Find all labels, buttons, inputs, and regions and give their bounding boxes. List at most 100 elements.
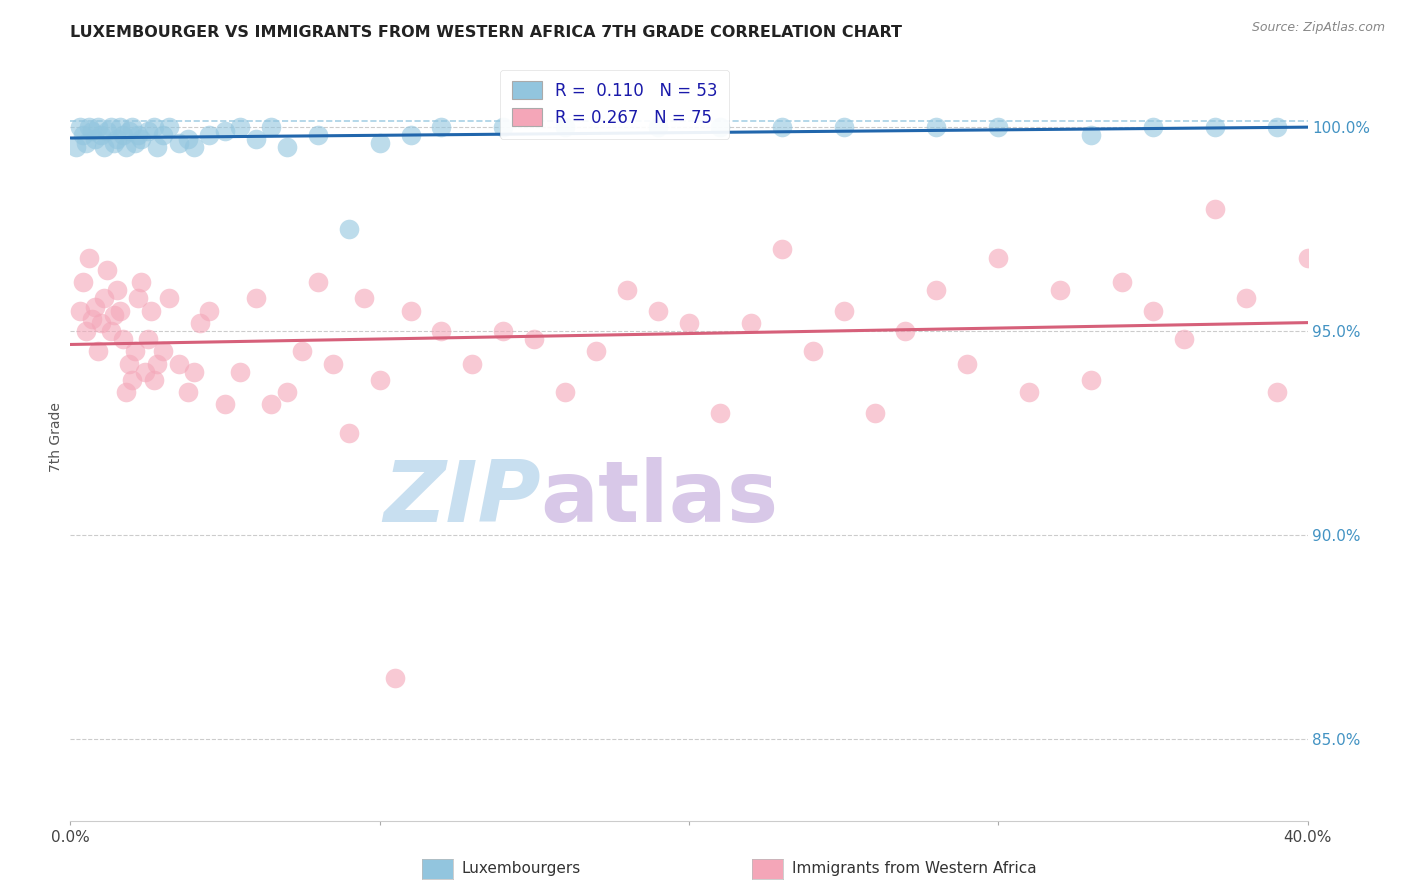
Point <box>124 344 146 359</box>
Point <box>925 120 948 134</box>
Point <box>1204 202 1226 216</box>
Point <box>152 344 174 359</box>
Point <box>616 283 638 297</box>
Point <box>84 132 107 146</box>
Point <box>260 120 283 134</box>
Point <box>801 344 824 359</box>
Point <box>75 324 97 338</box>
Point <box>96 262 118 277</box>
Point <box>90 316 112 330</box>
Point <box>127 291 149 305</box>
Point <box>115 385 138 400</box>
Point <box>678 316 700 330</box>
Point <box>87 344 110 359</box>
Point <box>146 357 169 371</box>
Point <box>399 128 422 142</box>
Point <box>103 308 125 322</box>
Point <box>337 222 360 236</box>
Point <box>80 124 103 138</box>
Point <box>276 385 298 400</box>
Point <box>72 128 94 142</box>
Point <box>523 332 546 346</box>
Point <box>956 357 979 371</box>
Point <box>1234 291 1257 305</box>
Point <box>384 671 406 685</box>
Point <box>585 344 607 359</box>
Point <box>925 283 948 297</box>
Point <box>399 303 422 318</box>
Point <box>832 303 855 318</box>
Point <box>69 303 91 318</box>
Point <box>152 128 174 142</box>
Point <box>177 385 200 400</box>
Point <box>100 120 122 134</box>
Point <box>770 120 793 134</box>
Point <box>709 120 731 134</box>
Point <box>84 300 107 314</box>
Point <box>93 291 115 305</box>
Point <box>1296 251 1319 265</box>
Point <box>157 120 180 134</box>
Point <box>307 275 329 289</box>
Point <box>214 397 236 411</box>
Point <box>72 275 94 289</box>
Point <box>136 332 159 346</box>
Point <box>894 324 917 338</box>
Point <box>77 120 100 134</box>
Point <box>461 357 484 371</box>
Point <box>1080 128 1102 142</box>
Point <box>1049 283 1071 297</box>
Text: LUXEMBOURGER VS IMMIGRANTS FROM WESTERN AFRICA 7TH GRADE CORRELATION CHART: LUXEMBOURGER VS IMMIGRANTS FROM WESTERN … <box>70 25 903 40</box>
Point <box>87 120 110 134</box>
Point <box>121 373 143 387</box>
Point <box>131 132 153 146</box>
Point <box>245 291 267 305</box>
Text: ZIP: ZIP <box>382 457 540 540</box>
Point <box>229 120 252 134</box>
Point <box>139 303 162 318</box>
Point <box>245 132 267 146</box>
Point <box>368 373 391 387</box>
Point <box>1265 120 1288 134</box>
Point <box>75 136 97 151</box>
Point <box>118 124 141 138</box>
Point <box>124 136 146 151</box>
Point <box>108 120 131 134</box>
Point <box>198 303 221 318</box>
Point <box>103 136 125 151</box>
Point <box>167 136 190 151</box>
Point <box>430 120 453 134</box>
Point <box>492 324 515 338</box>
Point <box>100 324 122 338</box>
Point <box>90 128 112 142</box>
Point <box>1173 332 1195 346</box>
Point <box>1018 385 1040 400</box>
Point <box>105 132 128 146</box>
Point <box>142 373 165 387</box>
Text: atlas: atlas <box>540 457 779 540</box>
Y-axis label: 7th Grade: 7th Grade <box>49 402 63 472</box>
Point <box>740 316 762 330</box>
Point <box>1080 373 1102 387</box>
Point <box>121 120 143 134</box>
Point <box>188 316 211 330</box>
Point <box>229 365 252 379</box>
Point <box>709 406 731 420</box>
Point <box>80 311 103 326</box>
Point <box>430 324 453 338</box>
Point <box>832 120 855 134</box>
Point <box>1204 120 1226 134</box>
Point <box>157 291 180 305</box>
Point <box>770 243 793 257</box>
Point <box>111 332 134 346</box>
Point <box>111 128 134 142</box>
Point <box>368 136 391 151</box>
Point <box>69 120 91 134</box>
Point <box>136 124 159 138</box>
Point <box>77 251 100 265</box>
Point <box>492 120 515 134</box>
Point <box>1265 385 1288 400</box>
Point <box>863 406 886 420</box>
Point <box>198 128 221 142</box>
Point <box>131 275 153 289</box>
